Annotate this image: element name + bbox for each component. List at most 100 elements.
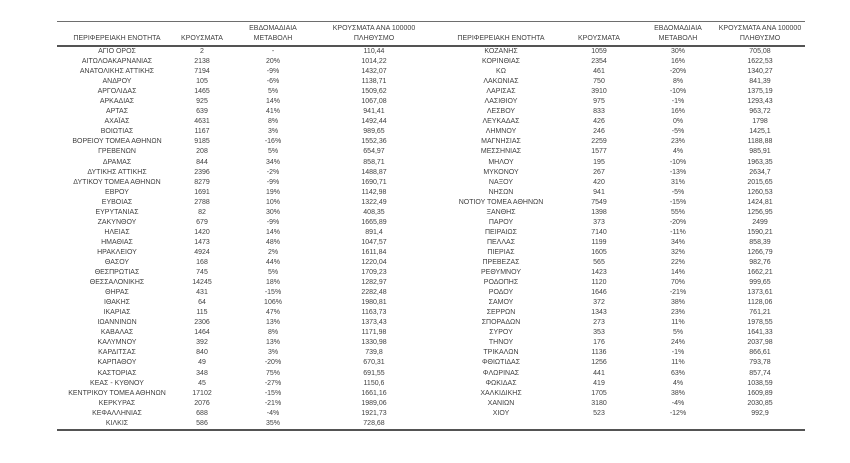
cell-per-100k: 891,4 [365,228,383,236]
cell-weekly-change: -20% [669,68,687,76]
header-per-100k-right: ΚΡΟΥΣΜΑΤΑ ΑΝΑ 100000 ΠΛΗΘΥΣΜΟ [718,25,802,42]
cell-weekly-change: 41% [265,108,280,116]
cell-weekly-change: 5% [267,88,279,96]
cell-cases: 833 [593,108,605,116]
cell-weekly-change: 47% [265,309,280,317]
cell-cases: 273 [593,319,605,327]
cell-weekly-change: 4% [672,148,684,156]
cell-per-100k: 1340,27 [747,68,773,76]
cell-weekly-change: 38% [670,389,685,397]
table-row: ΗΡΑΚΛΕΙΟΥ 4924 2% 1611,84 ΠΙΕΡΙΑΣ 1605 32% 1266… [57,248,805,258]
cell-cases: 195 [593,158,605,166]
cell-region: ΛΑΣΙΘΙΟΥ [484,98,518,106]
cell-per-100k: 1509,62 [361,88,387,96]
cell-weekly-change: 14% [265,228,280,236]
column-gap [429,409,445,419]
cell-cases: 2259 [591,138,607,146]
cell-region: ΠΕΙΡΑΙΩΣ [485,228,517,236]
cell-region: ΚΙΛΚΙΣ [105,419,129,427]
cell-weekly-change: -1% [671,98,685,106]
column-gap [429,399,445,409]
cell-region: ΣΕΡΡΩΝ [486,309,516,317]
cell-per-100k: 691,55 [363,369,385,377]
cell-region: ΝΟΤΙΟΥ ΤΟΜΕΑ ΑΘΗΝΩΝ [458,198,544,206]
cell-weekly-change: 34% [265,158,280,166]
cell-weekly-change: -12% [669,409,687,417]
table-row: ΚΕΝΤΡΙΚΟΥ ΤΟΜΕΑ ΑΘΗΝΩΝ 17102 -15% 1661,16 ΧΑ… [57,389,805,399]
cell-region: ΚΩ [496,68,506,76]
table-row: ΑΡΓΟΛΙΔΑΣ 1465 5% 1509,62 ΛΑΡΙΣΑΣ 3910 -10% 137… [57,87,805,97]
table-row: ΑΙΤΩΛΟΑΚΑΡΝΑΝΙΑΣ 2138 20% 1014,22 ΚΟΡΙΝΘΙΑΣ 2… [57,57,805,67]
regional-cases-table: ΠΕΡΙΦΕΡΕΙΑΚΗ ΕΝΟΤΗΤΑ ΚΡΟΥΣΜΑΤΑ ΕΒΔΟΜΑΔΙΑ… [57,21,805,431]
cell-region: ΛΑΡΙΣΑΣ [486,88,516,96]
cell-weekly-change: 24% [670,339,685,347]
table-row: ΘΕΣΣΑΛΟΝΙΚΗΣ 14245 18% 1282,97 ΡΟΔΟΠΗΣ 1120 70… [57,278,805,288]
cell-cases: 2788 [194,198,210,206]
cell-weekly-change: -10% [669,88,687,96]
cell-weekly-change: 23% [670,138,685,146]
cell-region: ΝΗΣΩΝ [488,188,514,196]
cell-per-100k: 1963,35 [747,158,773,166]
cell-region: ΔΥΤΙΚΟΥ ΤΟΜΕΑ ΑΘΗΝΩΝ [73,178,161,186]
cell-weekly-change: 34% [670,238,685,246]
cell-cases: 1646 [591,289,607,297]
column-gap [429,258,445,268]
column-gap [429,238,445,248]
cell-region: ΚΑΒΑΛΑΣ [100,329,134,337]
cell-per-100k: 654,97 [363,148,385,156]
cell-per-100k: 1641,33 [747,329,773,337]
cell-per-100k: 1128,06 [747,299,773,307]
cell-cases: 1464 [194,329,210,337]
cell-weekly-change: -9% [266,178,280,186]
cell-cases: 1167 [194,128,210,136]
cell-region: ΜΗΛΟΥ [488,158,514,166]
cell-region: ΧΑΝΙΩΝ [487,399,515,407]
cell-cases: 64 [198,299,206,307]
cell-region: ΦΛΩΡΙΝΑΣ [482,369,520,377]
cell-cases: 1423 [591,269,607,277]
column-gap [429,298,445,308]
cell-region: ΕΥΡΥΤΑΝΙΑΣ [95,208,139,216]
cell-region: ΔΡΑΜΑΣ [102,158,132,166]
cell-per-100k: 1220,04 [361,258,387,266]
header-weekly-change-left: ΕΒΔΟΜΑΔΙΑΙΑ ΜΕΤΑΒΟΛΗ [249,25,297,42]
table-row: ΚΕΑΣ - ΚΥΘΝΟΥ 45 -27% 1150,6 ΦΩΚΙΔΑΣ 419 4% 103… [57,379,805,389]
cell-region: ΑΧΑΪΑΣ [104,118,130,126]
cell-weekly-change: 22% [670,258,685,266]
cell-weekly-change: 5% [267,148,279,156]
cell-region: ΤΗΝΟΥ [488,339,514,347]
cell-per-100k: 992,9 [751,409,769,417]
cell-cases: 441 [593,369,605,377]
cell-per-100k: 1171,98 [361,329,387,337]
column-gap [429,107,445,117]
table-row: ΓΡΕΒΕΝΩΝ 208 5% 654,97 ΜΕΣΣΗΝΙΑΣ 1577 4% 985,91 [57,147,805,157]
cell-weekly-change: -1% [671,349,685,357]
cell-weekly-change: -11% [670,228,686,236]
cell-region: ΦΩΚΙΔΑΣ [485,379,517,387]
cell-per-100k: 705,08 [749,48,771,55]
cell-per-100k: 841,39 [749,78,771,86]
table-row: ΚΑΒΑΛΑΣ 1464 8% 1171,98 ΣΥΡΟΥ 353 5% 1641,33 [57,328,805,338]
cell-cases: 2306 [194,319,210,327]
cell-per-100k: 1014,22 [361,58,387,66]
cell-cases: 2396 [194,168,210,176]
header-per-100k-left: ΚΡΟΥΣΜΑΤΑ ΑΝΑ 100000 ΠΛΗΘΥΣΜΟ [332,25,416,42]
cell-weekly-change: 5% [672,329,684,337]
table-body: ΑΓΙΟ ΟΡΟΣ 2 - 110,44 ΚΟΖΑΝΗΣ 1059 30% 705,08 ΑΙΤ… [57,47,805,429]
cell-cases: 373 [593,218,605,226]
cell-region: ΒΟΙΩΤΙΑΣ [100,128,134,136]
cell-weekly-change: -20% [669,218,687,226]
cell-region: ΑΓΙΟ ΟΡΟΣ [98,48,136,55]
cell-weekly-change: 3% [267,128,279,136]
cell-per-100k: 1622,53 [747,58,773,66]
cell-weekly-change: 18% [265,279,280,287]
column-gap [429,147,445,157]
cell-cases: 745 [196,269,208,277]
cell-per-100k: 1282,97 [361,279,387,287]
cell-cases: 431 [196,289,208,297]
column-gap [429,419,445,429]
cell-cases: 208 [196,148,208,156]
cell-per-100k: 1188,88 [747,138,773,146]
table-row: ΗΜΑΘΙΑΣ 1473 48% 1047,57 ΠΕΛΛΑΣ 1199 34% 858,39 [57,238,805,248]
cell-region: ΚΑΡΠΑΘΟΥ [97,359,137,367]
